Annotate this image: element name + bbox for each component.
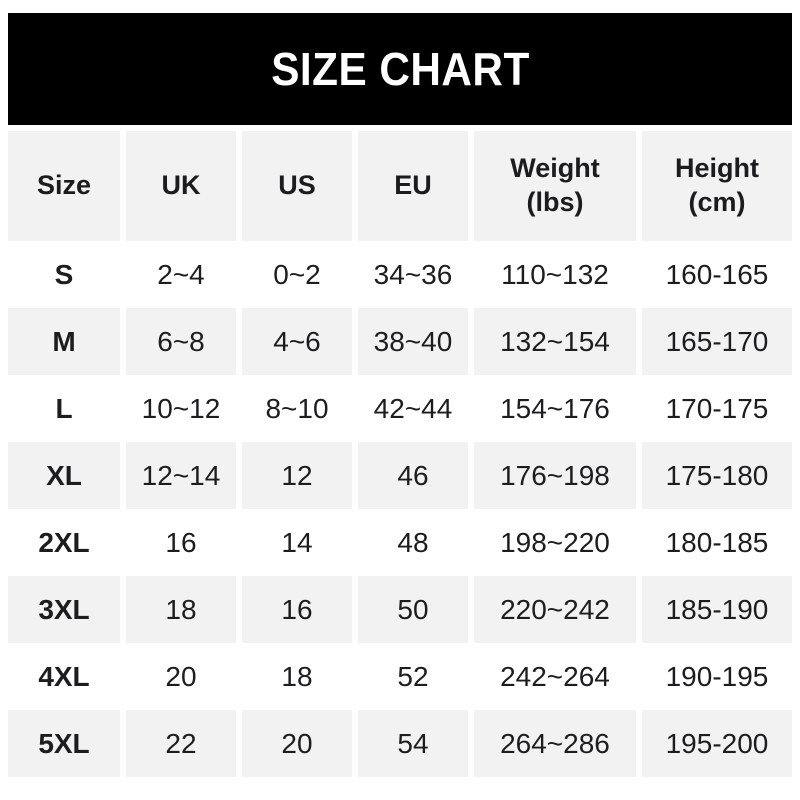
cell-eu: 48 [358, 509, 468, 576]
cell-us: 20 [242, 710, 352, 777]
cell-eu: 50 [358, 576, 468, 643]
cell-us: 14 [242, 509, 352, 576]
cell-uk: 2~4 [126, 241, 236, 308]
cell-size: M [8, 308, 120, 375]
table-row-2xl: 2XL 16 14 48 198~220 180-185 [8, 509, 792, 576]
cell-height: 175-180 [642, 442, 792, 509]
column-header-label: US [278, 170, 316, 201]
cell-us: 16 [242, 576, 352, 643]
cell-uk: 18 [126, 576, 236, 643]
cell-size: 3XL [8, 576, 120, 643]
size-table: Size UK US EU Weight (lbs) Height (cm) [8, 131, 792, 777]
column-header-label: UK [161, 170, 201, 201]
cell-uk: 16 [126, 509, 236, 576]
cell-size: XL [8, 442, 120, 509]
cell-uk: 22 [126, 710, 236, 777]
cell-height: 195-200 [642, 710, 792, 777]
column-header-label: Weight [510, 153, 600, 184]
cell-eu: 52 [358, 643, 468, 710]
cell-size: 5XL [8, 710, 120, 777]
cell-height: 185-190 [642, 576, 792, 643]
cell-eu: 54 [358, 710, 468, 777]
cell-height: 190-195 [642, 643, 792, 710]
cell-uk: 12~14 [126, 442, 236, 509]
column-header-eu: EU [358, 131, 468, 241]
cell-weight: 154~176 [474, 375, 636, 442]
cell-size: 2XL [8, 509, 120, 576]
cell-eu: 46 [358, 442, 468, 509]
cell-us: 0~2 [242, 241, 352, 308]
title-banner: SIZE CHART [8, 13, 792, 125]
cell-uk: 10~12 [126, 375, 236, 442]
cell-us: 18 [242, 643, 352, 710]
table-row-5xl: 5XL 22 20 54 264~286 195-200 [8, 710, 792, 777]
cell-size: 4XL [8, 643, 120, 710]
column-header-label: Height [675, 153, 759, 184]
cell-us: 4~6 [242, 308, 352, 375]
cell-weight: 198~220 [474, 509, 636, 576]
column-header-weight: Weight (lbs) [474, 131, 636, 241]
cell-height: 160-165 [642, 241, 792, 308]
column-header-uk: UK [126, 131, 236, 241]
column-header-height: Height (cm) [642, 131, 792, 241]
cell-size: S [8, 241, 120, 308]
cell-us: 12 [242, 442, 352, 509]
cell-weight: 264~286 [474, 710, 636, 777]
table-row-l: L 10~12 8~10 42~44 154~176 170-175 [8, 375, 792, 442]
column-header-sub: (lbs) [526, 187, 584, 217]
cell-eu: 38~40 [358, 308, 468, 375]
column-header-label: EU [394, 170, 432, 201]
cell-uk: 6~8 [126, 308, 236, 375]
column-header-label: Size [36, 170, 92, 201]
cell-height: 170-175 [642, 375, 792, 442]
table-header-row: Size UK US EU Weight (lbs) Height (cm) [8, 131, 792, 241]
cell-height: 165-170 [642, 308, 792, 375]
column-header-us: US [242, 131, 352, 241]
cell-weight: 242~264 [474, 643, 636, 710]
cell-uk: 20 [126, 643, 236, 710]
table-row-xl: XL 12~14 12 46 176~198 175-180 [8, 442, 792, 509]
cell-eu: 42~44 [358, 375, 468, 442]
cell-weight: 132~154 [474, 308, 636, 375]
column-header-sub: (cm) [688, 187, 746, 217]
table-row-s: S 2~4 0~2 34~36 110~132 160-165 [8, 241, 792, 308]
table-row-m: M 6~8 4~6 38~40 132~154 165-170 [8, 308, 792, 375]
cell-weight: 176~198 [474, 442, 636, 509]
cell-size: L [8, 375, 120, 442]
cell-weight: 110~132 [474, 241, 636, 308]
page-title: SIZE CHART [270, 43, 530, 95]
cell-weight: 220~242 [474, 576, 636, 643]
table-row-3xl: 3XL 18 16 50 220~242 185-190 [8, 576, 792, 643]
cell-height: 180-185 [642, 509, 792, 576]
cell-eu: 34~36 [358, 241, 468, 308]
cell-us: 8~10 [242, 375, 352, 442]
column-header-size: Size [8, 131, 120, 241]
table-row-4xl: 4XL 20 18 52 242~264 190-195 [8, 643, 792, 710]
